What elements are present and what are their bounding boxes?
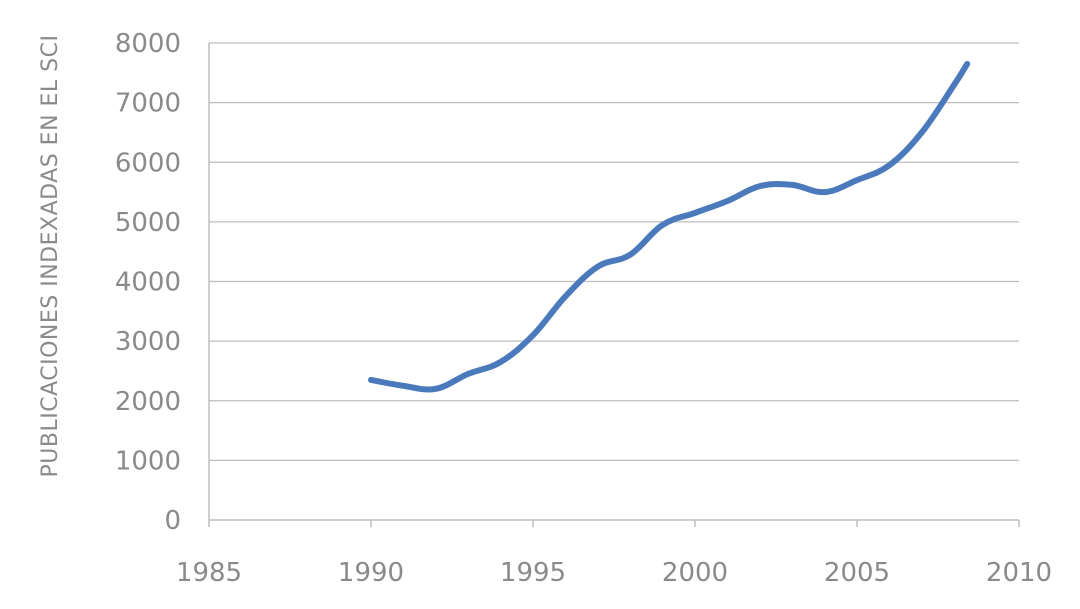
gridlines — [209, 42, 1019, 461]
y-tick-label: 2000 — [115, 387, 181, 417]
y-tick-label: 0 — [164, 506, 181, 536]
x-tick-label: 2000 — [662, 558, 728, 588]
x-tick-label: 1985 — [176, 558, 242, 588]
y-tick-labels: 0 1000 2000 3000 4000 5000 6000 7000 8000 — [115, 29, 181, 536]
series-line-0 — [368, 60, 971, 393]
y-axis-label: PUBLICACIONES INDEXADAS EN EL SCI — [38, 35, 63, 478]
y-tick-label: 4000 — [115, 268, 181, 298]
series-lines — [368, 60, 971, 393]
y-tick-label: 6000 — [115, 148, 181, 178]
x-tick-label: 2010 — [986, 558, 1052, 588]
x-tick-label: 1995 — [500, 558, 566, 588]
y-tick-label: 7000 — [115, 89, 181, 119]
x-tick-label: 2005 — [824, 558, 890, 588]
y-tick-label: 8000 — [115, 29, 181, 59]
y-tick-label: 3000 — [115, 327, 181, 357]
x-tick-label: 1990 — [338, 558, 404, 588]
y-tick-label: 1000 — [115, 446, 181, 476]
x-tick-labels: 1985 1990 1995 2000 2005 2010 — [176, 558, 1052, 588]
axes — [208, 43, 1020, 527]
y-tick-label: 5000 — [115, 208, 181, 238]
